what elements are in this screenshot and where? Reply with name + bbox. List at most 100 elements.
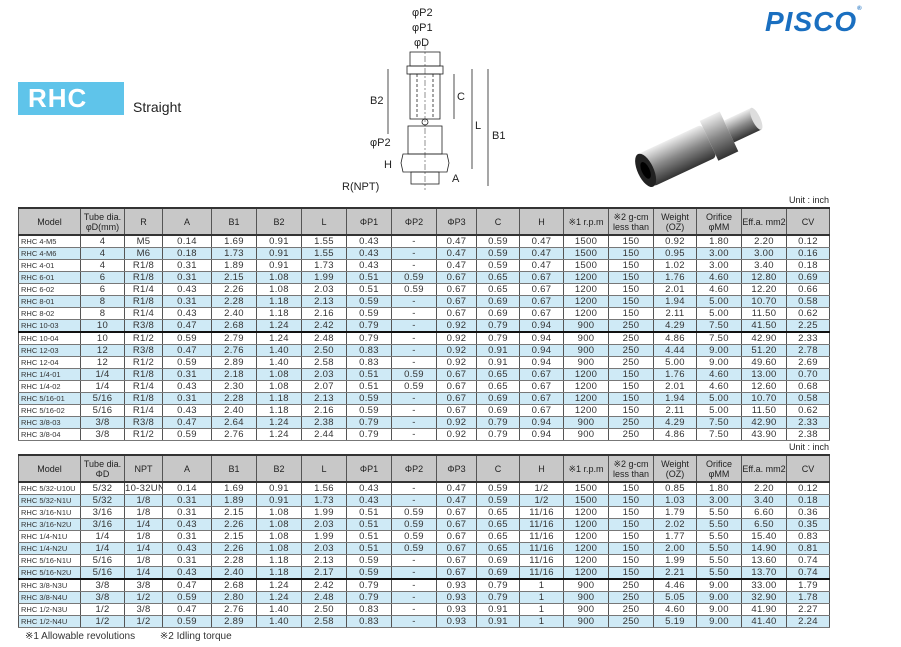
table-cell: 1.24 [256, 591, 302, 604]
table-cell: 1.55 [301, 235, 347, 248]
table-cell: 0.59 [346, 566, 392, 580]
unit-label-1: Unit : inch [788, 195, 829, 205]
table-cell: 900 [563, 319, 609, 333]
table-cell: 2.01 [653, 283, 697, 296]
table-cell: 2.21 [653, 566, 697, 580]
table-cell: 0.83 [346, 344, 392, 357]
table-cell: 0.65 [476, 271, 520, 284]
table-cell: 1200 [563, 506, 609, 519]
table-cell: 0.92 [436, 344, 477, 357]
table-cell: 1500 [563, 247, 609, 260]
table-cell: 0.79 [346, 332, 392, 345]
table-cell: 0.59 [476, 482, 520, 495]
table-cell: 0.51 [346, 368, 392, 381]
table-cell: R1/8 [124, 295, 163, 308]
table-cell: 2.30 [211, 380, 257, 393]
table-cell: 1.08 [256, 518, 302, 531]
table-cell: 150 [608, 554, 654, 567]
table-cell: 0.79 [346, 319, 392, 333]
table-cell: 2.33 [786, 332, 830, 345]
table-cell: 150 [608, 404, 654, 417]
model-cell: RHC 5/16-N2U [18, 566, 81, 580]
table-cell: 1.24 [256, 319, 302, 333]
table-cell: R1/4 [124, 283, 163, 296]
table-cell: 0.67 [436, 518, 477, 531]
table-cell: 1500 [563, 494, 609, 507]
table-cell: 1200 [563, 307, 609, 320]
table-cell: 1.99 [301, 530, 347, 543]
table-cell: 0.59 [346, 554, 392, 567]
table-cell: 2.42 [301, 579, 347, 592]
table-cell: 1.18 [256, 566, 302, 580]
table-cell: 2.69 [786, 356, 830, 369]
table-cell: 0.31 [162, 506, 212, 519]
table-cell: 4.60 [696, 271, 742, 284]
table-cell: 2.13 [301, 392, 347, 405]
table-row: RHC 5/16-N2U 5/16 1/4 0.43 2.40 1.18 2.17 0.59-… [18, 566, 830, 580]
table-cell: 0.68 [786, 380, 830, 393]
table-cell: 1/4 [80, 530, 125, 543]
table-cell: 0.59 [391, 283, 437, 296]
table-cell: 2.44 [301, 428, 347, 441]
table-cell: 3.00 [696, 494, 742, 507]
table-cell: 1 [519, 591, 564, 604]
table-cell: 4.86 [653, 332, 697, 345]
table-cell: - [391, 416, 437, 429]
label-d: φD [414, 37, 429, 49]
table-cell: 4.29 [653, 416, 697, 429]
table-cell: 11/16 [519, 506, 564, 519]
table-cell: 0.59 [391, 380, 437, 393]
table-cell: 0.69 [476, 566, 520, 580]
table-cell: 0.59 [346, 404, 392, 417]
table-cell: 1.24 [256, 428, 302, 441]
table-cell: 9.00 [696, 356, 742, 369]
table-cell: 0.43 [162, 566, 212, 580]
model-cell: RHC 1/2-N4U [18, 615, 81, 628]
table-cell: 1.24 [256, 416, 302, 429]
table-cell: 2.48 [301, 332, 347, 345]
table-cell: 0.67 [519, 307, 564, 320]
table-cell: - [391, 259, 437, 272]
table-cell: 2.76 [211, 344, 257, 357]
table-cell: 12 [80, 356, 125, 369]
table-cell: 150 [608, 235, 654, 248]
table-cell: 2.58 [301, 356, 347, 369]
table-cell: 0.47 [162, 319, 212, 333]
table-cell: 2.26 [211, 283, 257, 296]
table-cell: 0.59 [391, 271, 437, 284]
table-cell: 0.67 [436, 530, 477, 543]
table-cell: 0.43 [346, 494, 392, 507]
table-cell: 2.48 [301, 591, 347, 604]
column-header: C [476, 207, 520, 236]
table-cell: 0.59 [346, 392, 392, 405]
table-cell: 2.15 [211, 530, 257, 543]
table-cell: 2.11 [653, 404, 697, 417]
model-cell: RHC 3/8-N3U [18, 579, 81, 592]
table-cell: 0.31 [162, 554, 212, 567]
table-cell: 150 [608, 295, 654, 308]
label-b2: B2 [370, 95, 383, 107]
table-cell: - [391, 603, 437, 616]
table-cell: 15.40 [741, 530, 787, 543]
table-row: RHC 6-01 6 R1/8 0.31 2.15 1.08 1.99 0.51 0.59 0.6… [18, 271, 830, 284]
table-cell: 1.77 [653, 530, 697, 543]
table-cell: 1.89 [211, 259, 257, 272]
table-cell: 11.50 [741, 404, 787, 417]
table-cell: - [391, 554, 437, 567]
table-cell: 5.50 [696, 554, 742, 567]
table-cell: 1200 [563, 380, 609, 393]
table-cell: 0.69 [476, 404, 520, 417]
table-cell: 1.99 [301, 506, 347, 519]
column-header: B2 [256, 207, 302, 236]
table-cell: 0.47 [162, 579, 212, 592]
label-a: A [452, 173, 460, 185]
table-cell: 0.51 [346, 518, 392, 531]
table-cell: 0.59 [391, 530, 437, 543]
table-cell: 10 [80, 332, 125, 345]
table-cell: 1/8 [124, 494, 163, 507]
table-cell: 2.15 [211, 506, 257, 519]
table-cell: 1.40 [256, 603, 302, 616]
table-cell: R3/8 [124, 319, 163, 333]
table-cell: 14.90 [741, 542, 787, 555]
table-cell: 2.38 [301, 416, 347, 429]
